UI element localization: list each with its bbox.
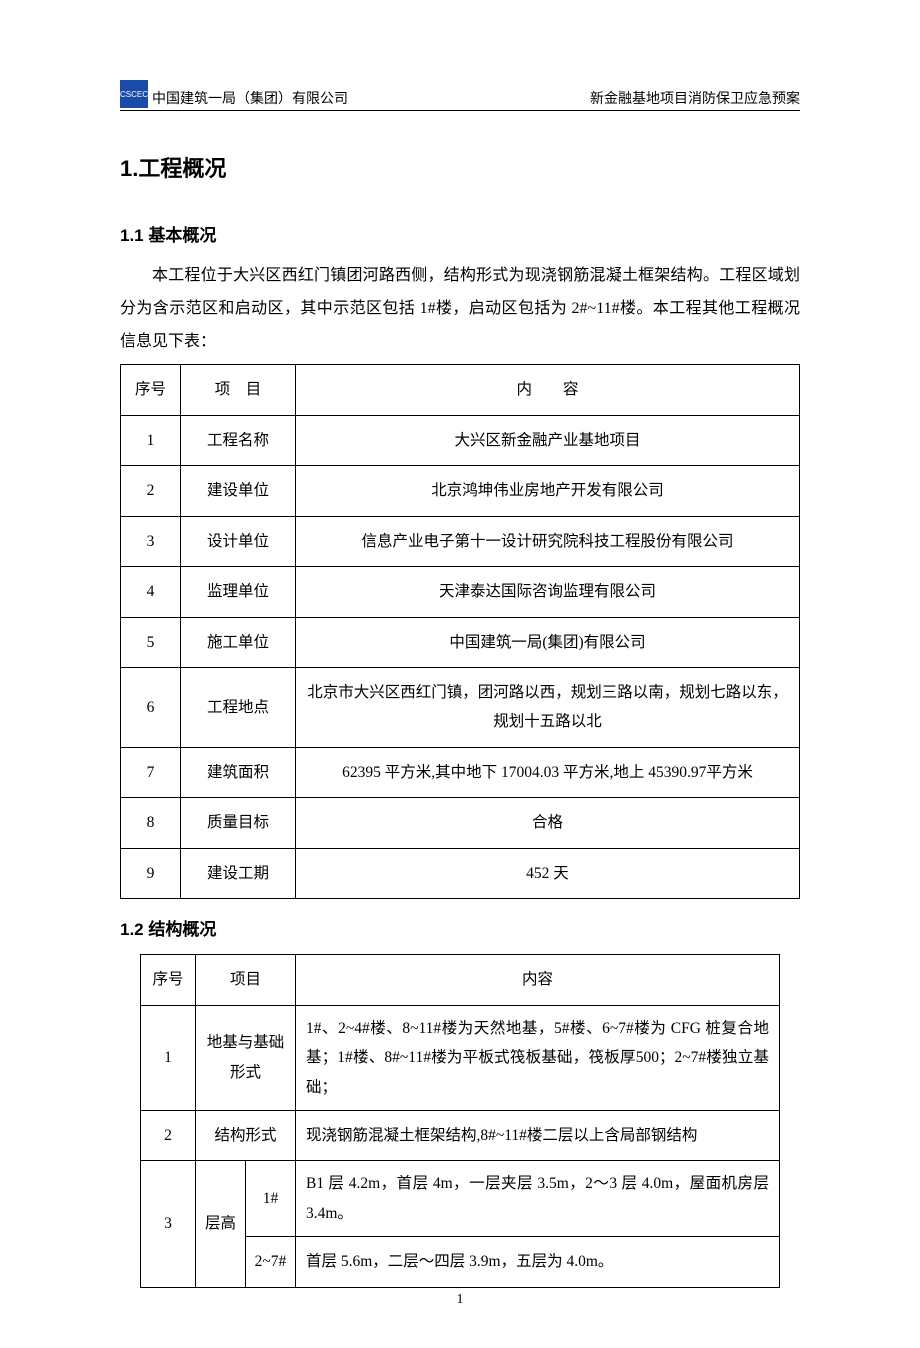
table-row: 1 地基与基础形式 1#、2~4#楼、8~11#楼为天然地基，5#楼、6~7#楼… [141, 1005, 780, 1110]
cell-val: B1 层 4.2m，首层 4m，一层夹层 3.5m，2～3 层 4.0m，屋面机… [296, 1161, 780, 1237]
table-row: 2 建设单位 北京鸿坤伟业房地产开发有限公司 [121, 466, 800, 516]
table-row: 1 工程名称 大兴区新金融产业基地项目 [121, 415, 800, 465]
cell-key: 工程名称 [181, 415, 296, 465]
header-left: CSCEC 中国建筑一局（集团）有限公司 [120, 80, 348, 108]
section-heading-1: 1.工程概况 [120, 151, 800, 183]
cell-subkey: 1# [246, 1161, 296, 1237]
col-header-seq: 序号 [141, 955, 196, 1005]
cell-val: 452 天 [296, 848, 800, 898]
cell-key: 建筑面积 [181, 747, 296, 797]
cell-seq: 1 [121, 415, 181, 465]
basic-info-table: 序号 项 目 内 容 1 工程名称 大兴区新金融产业基地项目 2 建设单位 北京… [120, 364, 800, 899]
table-row: 2 结构形式 现浇钢筋混凝土框架结构,8#~11#楼二层以上含局部钢结构 [141, 1110, 780, 1160]
cell-seq: 7 [121, 747, 181, 797]
table-row: 9 建设工期 452 天 [121, 848, 800, 898]
structure-info-table: 序号 项目 内容 1 地基与基础形式 1#、2~4#楼、8~11#楼为天然地基，… [140, 954, 780, 1288]
cell-subkey: 2~7# [246, 1237, 296, 1287]
company-name: 中国建筑一局（集团）有限公司 [152, 88, 348, 108]
table-header-row: 序号 项目 内容 [141, 955, 780, 1005]
cell-val: 现浇钢筋混凝土框架结构,8#~11#楼二层以上含局部钢结构 [296, 1110, 780, 1160]
cell-seq: 2 [121, 466, 181, 516]
col-header-item: 项目 [196, 955, 296, 1005]
cell-key: 地基与基础形式 [196, 1005, 296, 1110]
company-logo-icon: CSCEC [120, 80, 148, 108]
cell-key: 建设工期 [181, 848, 296, 898]
cell-key: 层高 [196, 1161, 246, 1287]
structure-table-wrapper: 序号 项目 内容 1 地基与基础形式 1#、2~4#楼、8~11#楼为天然地基，… [120, 954, 800, 1288]
cell-seq: 3 [121, 516, 181, 566]
table-row: 3 层高 1# B1 层 4.2m，首层 4m，一层夹层 3.5m，2～3 层 … [141, 1161, 780, 1237]
cell-key: 施工单位 [181, 617, 296, 667]
table-row: 5 施工单位 中国建筑一局(集团)有限公司 [121, 617, 800, 667]
cell-val: 信息产业电子第十一设计研究院科技工程股份有限公司 [296, 516, 800, 566]
table-row: 6 工程地点 北京市大兴区西红门镇，团河路以西，规划三路以南，规划七路以东，规划… [121, 668, 800, 748]
cell-seq: 3 [141, 1161, 196, 1287]
table-row: 8 质量目标 合格 [121, 798, 800, 848]
cell-val: 首层 5.6m，二层～四层 3.9m，五层为 4.0m。 [296, 1237, 780, 1287]
cell-val: 1#、2~4#楼、8~11#楼为天然地基，5#楼、6~7#楼为 CFG 桩复合地… [296, 1005, 780, 1110]
col-header-item: 项 目 [181, 365, 296, 415]
page-number: 1 [0, 1292, 920, 1308]
cell-val: 北京市大兴区西红门镇，团河路以西，规划三路以南，规划七路以东，规划十五路以北 [296, 668, 800, 748]
cell-seq: 8 [121, 798, 181, 848]
col-header-content: 内 容 [296, 365, 800, 415]
cell-seq: 4 [121, 567, 181, 617]
document-title: 新金融基地项目消防保卫应急预案 [590, 88, 800, 108]
col-header-content: 内容 [296, 955, 780, 1005]
cell-key: 监理单位 [181, 567, 296, 617]
document-page: CSCEC 中国建筑一局（集团）有限公司 新金融基地项目消防保卫应急预案 1.工… [0, 0, 920, 1348]
cell-val: 中国建筑一局(集团)有限公司 [296, 617, 800, 667]
cell-val: 天津泰达国际咨询监理有限公司 [296, 567, 800, 617]
cell-seq: 2 [141, 1110, 196, 1160]
table-row: 7 建筑面积 62395 平方米,其中地下 17004.03 平方米,地上 45… [121, 747, 800, 797]
subsection-heading-1-1: 1.1 基本概况 [120, 221, 800, 246]
table-row: 3 设计单位 信息产业电子第十一设计研究院科技工程股份有限公司 [121, 516, 800, 566]
col-header-seq: 序号 [121, 365, 181, 415]
cell-seq: 1 [141, 1005, 196, 1110]
cell-key: 工程地点 [181, 668, 296, 748]
cell-key: 设计单位 [181, 516, 296, 566]
cell-seq: 5 [121, 617, 181, 667]
intro-paragraph: 本工程位于大兴区西红门镇团河路西侧，结构形式为现浇钢筋混凝土框架结构。工程区域划… [120, 260, 800, 358]
subsection-heading-1-2: 1.2 结构概况 [120, 915, 800, 940]
table-row: 4 监理单位 天津泰达国际咨询监理有限公司 [121, 567, 800, 617]
page-header: CSCEC 中国建筑一局（集团）有限公司 新金融基地项目消防保卫应急预案 [120, 80, 800, 111]
cell-key: 建设单位 [181, 466, 296, 516]
table-header-row: 序号 项 目 内 容 [121, 365, 800, 415]
cell-val: 62395 平方米,其中地下 17004.03 平方米,地上 45390.97平… [296, 747, 800, 797]
cell-val: 大兴区新金融产业基地项目 [296, 415, 800, 465]
cell-val: 合格 [296, 798, 800, 848]
cell-seq: 9 [121, 848, 181, 898]
cell-key: 质量目标 [181, 798, 296, 848]
cell-seq: 6 [121, 668, 181, 748]
cell-val: 北京鸿坤伟业房地产开发有限公司 [296, 466, 800, 516]
cell-key: 结构形式 [196, 1110, 296, 1160]
